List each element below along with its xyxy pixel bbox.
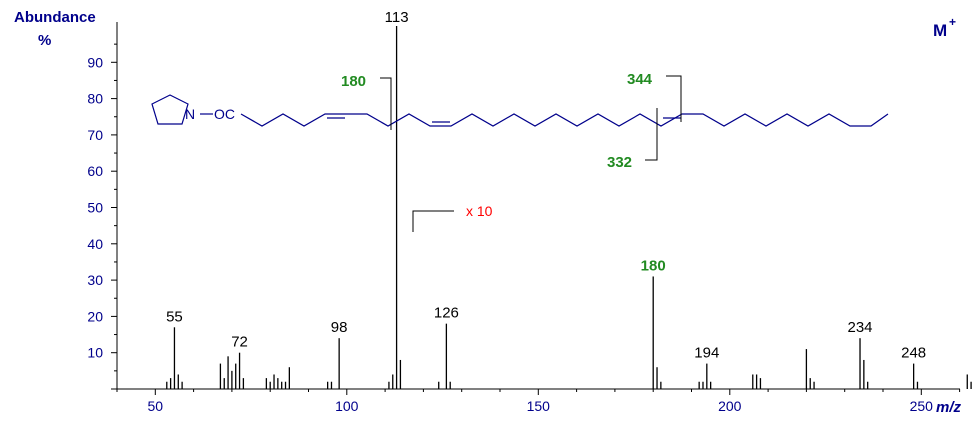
peak-label: 234 (848, 319, 873, 336)
peak-label: 194 (694, 345, 719, 362)
y-tick-label: 60 (87, 163, 103, 179)
molecular-ion-charge: + (949, 15, 956, 29)
fragment-344-marker (666, 75, 682, 122)
peak-label: 72 (231, 334, 248, 351)
peak-label: 126 (434, 305, 459, 322)
fragment-label-344: 344 (627, 71, 653, 88)
y-tick-label: 40 (87, 236, 103, 252)
scale-annotation-text: x 10 (466, 203, 493, 219)
structure-nitrogen: N (185, 106, 195, 122)
peak-labels: 5572981131261801942342482903043183323443… (166, 9, 926, 362)
y-axis-unit: % (38, 32, 51, 49)
peak-label: 113 (385, 9, 409, 26)
fragment-label-332: 332 (607, 154, 632, 171)
peak-label: 55 (166, 308, 183, 325)
x-tick-label: 100 (335, 398, 359, 414)
pyrrolidine-ring (151, 94, 189, 125)
x-tick-label: 200 (718, 398, 742, 414)
axes: 5010015020025030035040045010203040506070… (87, 22, 961, 414)
molecular-ion-label: M + (933, 15, 956, 40)
peak-label: 180 (641, 257, 666, 274)
y-tick-label: 70 (87, 127, 103, 143)
structure-carbonyl: OC (214, 106, 235, 122)
spectrum-bars (166, 26, 972, 389)
x-tick-label: 250 (910, 398, 934, 414)
x-tick-label: 50 (148, 398, 164, 414)
peak-label: 98 (331, 319, 348, 336)
y-tick-label: 10 (87, 345, 103, 361)
y-tick-label: 30 (87, 272, 103, 288)
scale-annotation-leader (412, 210, 454, 232)
y-tick-label: 90 (87, 54, 103, 70)
y-tick-label: 80 (87, 91, 103, 107)
molecular-ion-symbol: M (933, 21, 947, 40)
y-axis-label: Abundance (14, 9, 96, 26)
acyl-chain (240, 113, 889, 127)
fragment-332-marker (645, 108, 658, 161)
fragment-markers (380, 75, 682, 161)
molecule-structure (151, 94, 889, 127)
y-tick-label: 20 (87, 308, 103, 324)
x-axis-label: m/z (936, 399, 962, 416)
scale-annotation: x 10 (412, 203, 493, 232)
fragment-180-marker (380, 77, 392, 130)
fragment-label-180: 180 (341, 73, 366, 90)
peak-label: 248 (901, 345, 926, 362)
y-tick-label: 50 (87, 200, 103, 216)
x-tick-label: 150 (527, 398, 551, 414)
